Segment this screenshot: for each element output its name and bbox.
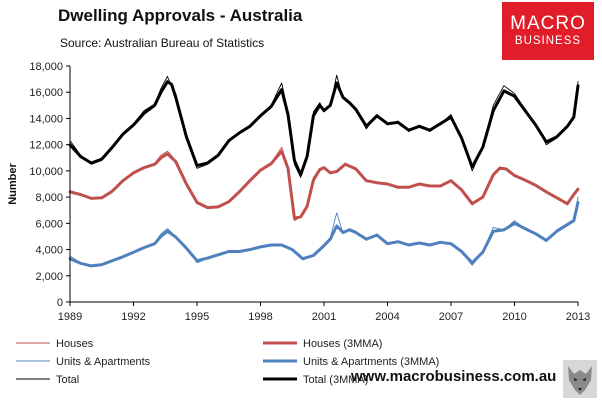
series-line-houses-3mma xyxy=(68,149,580,220)
y-tick-label: 18,000 xyxy=(29,61,63,73)
logo-line-1: MACRO xyxy=(510,13,586,34)
legend-label-houses-3mma: Houses (3MMA) xyxy=(303,338,382,350)
x-tick-label: 2007 xyxy=(439,311,463,323)
y-tick-label: 16,000 xyxy=(29,87,63,99)
legend-label-units-apartments: Units & Apartments xyxy=(56,356,151,368)
legend-label-units-apartments-3mma: Units & Apartments (3MMA) xyxy=(303,356,439,368)
wolf-logo-icon xyxy=(563,360,597,398)
x-tick-label: 1995 xyxy=(185,311,209,323)
legend-label-houses: Houses xyxy=(56,338,94,350)
x-axis-ticks: 1989 1992 1995 1998 2001 2004 2007 2010 2013 xyxy=(58,302,590,323)
x-tick-label: 1989 xyxy=(58,311,82,323)
x-tick-label: 1992 xyxy=(121,311,145,323)
x-tick-label: 2013 xyxy=(566,311,590,323)
x-tick-label: 2001 xyxy=(312,311,336,323)
x-tick-label: 1998 xyxy=(248,311,272,323)
series-line-units-apartments xyxy=(69,196,579,268)
series-lines xyxy=(68,74,580,268)
series-line-units-apartments-3mma xyxy=(68,200,580,268)
chart-title: Dwelling Approvals - Australia xyxy=(58,6,303,25)
macrobusiness-logo: MACRO BUSINESS xyxy=(502,2,594,60)
y-tick-label: 0 xyxy=(57,297,63,309)
x-tick-label: 2004 xyxy=(375,311,399,323)
y-tick-label: 12,000 xyxy=(29,140,63,152)
y-tick-label: 6,000 xyxy=(35,218,63,230)
y-tick-label: 10,000 xyxy=(29,166,63,178)
y-tick-label: 8,000 xyxy=(35,192,63,204)
chart-source: Source: Australian Bureau of Statistics xyxy=(60,36,265,50)
legend: Houses Houses (3MMA) Units & Apartments Uni… xyxy=(16,338,439,386)
legend-label-total-3mma: Total (3MMA) xyxy=(303,374,368,386)
y-tick-label: 4,000 xyxy=(35,245,63,257)
footer-url: www.macrobusiness.com.au xyxy=(351,368,557,385)
series-line-houses xyxy=(69,146,579,222)
series-line-total-3mma xyxy=(68,80,580,177)
y-tick-label: 14,000 xyxy=(29,113,63,125)
y-axis-ticks: 0 2,000 4,000 6,000 8,000 10,000 12,000 14,000 1… xyxy=(29,61,70,309)
series-line-total xyxy=(69,74,579,178)
y-tick-label: 2,000 xyxy=(35,271,63,283)
x-tick-label: 2010 xyxy=(502,311,526,323)
legend-label-total: Total xyxy=(56,374,79,386)
logo-line-2: BUSINESS xyxy=(514,35,582,47)
y-axis-label: Number xyxy=(7,163,19,205)
